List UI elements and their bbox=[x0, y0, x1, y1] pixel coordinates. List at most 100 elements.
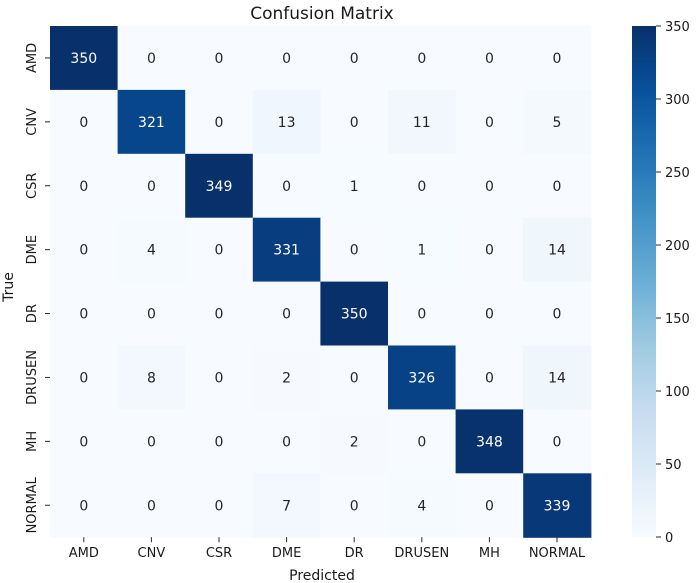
heatmap-cell bbox=[185, 217, 254, 283]
heatmap-cell bbox=[117, 89, 186, 155]
x-tick-label: DRUSEN bbox=[394, 546, 449, 561]
cell-value-label: 0 bbox=[147, 179, 156, 195]
heatmap-cell bbox=[185, 473, 254, 538]
heatmap-cell bbox=[320, 26, 389, 91]
cell-value-label: 7 bbox=[282, 498, 291, 514]
cell-value-label: 0 bbox=[485, 370, 494, 386]
heatmap-cell bbox=[252, 409, 321, 474]
cell-value-label: 0 bbox=[350, 370, 359, 386]
heatmap-cell bbox=[252, 473, 321, 538]
heatmap-cell bbox=[185, 409, 254, 474]
cell-value-label: 331 bbox=[273, 243, 300, 259]
cell-value-label: 0 bbox=[79, 307, 88, 323]
cell-value-label: 0 bbox=[553, 51, 562, 67]
cell-value-label: 0 bbox=[147, 51, 156, 67]
cell-value-label: 0 bbox=[147, 307, 156, 323]
cell-value-label: 326 bbox=[408, 370, 435, 386]
heatmap-cell bbox=[320, 153, 389, 219]
heatmap-cell bbox=[388, 473, 457, 538]
cell-value-label: 1 bbox=[417, 243, 426, 259]
heatmap-cell bbox=[185, 281, 254, 347]
y-axis-label: True bbox=[1, 272, 17, 303]
cell-value-label: 0 bbox=[417, 434, 426, 450]
y-tick-label: CNV bbox=[25, 108, 40, 136]
y-tick-label: AMD bbox=[25, 43, 40, 73]
cell-value-label: 349 bbox=[206, 179, 233, 195]
heatmap-cell bbox=[388, 217, 457, 283]
heatmap-cell bbox=[523, 473, 592, 538]
y-axis-ticks: AMD CNV CSR DME DR DRUSEN MH NORMAL bbox=[25, 43, 50, 533]
x-tick-label: AMD bbox=[69, 546, 99, 561]
x-tick-label: MH bbox=[479, 546, 500, 561]
heatmap-cell bbox=[50, 345, 119, 410]
heatmap-cell bbox=[455, 345, 524, 410]
cell-value-label: 0 bbox=[417, 179, 426, 195]
cell-value-label: 0 bbox=[350, 243, 359, 259]
cell-value-label: 0 bbox=[79, 243, 88, 259]
heatmap-cell bbox=[455, 473, 524, 538]
heatmap-cell bbox=[320, 217, 389, 283]
heatmap-cell bbox=[523, 153, 592, 219]
colorbar-ticks: 0 50 100 150 200 250 300 350 bbox=[656, 20, 690, 546]
cell-value-label: 4 bbox=[417, 498, 426, 514]
cell-value-label: 0 bbox=[215, 370, 224, 386]
heatmap-cell bbox=[320, 281, 389, 347]
cell-value-label: 0 bbox=[282, 51, 291, 67]
cell-value-label: 0 bbox=[485, 51, 494, 67]
heatmap-cell bbox=[320, 409, 389, 474]
cell-value-label: 339 bbox=[544, 498, 571, 514]
colorbar-tick-label: 300 bbox=[665, 93, 690, 108]
cell-value-label: 0 bbox=[215, 498, 224, 514]
cell-value-label: 0 bbox=[282, 434, 291, 450]
cell-value-label: 0 bbox=[282, 307, 291, 323]
heatmap-cell bbox=[388, 153, 457, 219]
colorbar: 0 50 100 150 200 250 300 350 bbox=[632, 20, 690, 546]
x-tick-label: DME bbox=[272, 546, 301, 561]
cell-value-label: 0 bbox=[79, 115, 88, 131]
cell-value-label: 1 bbox=[350, 179, 359, 195]
y-tick-label: DRUSEN bbox=[25, 350, 40, 405]
cell-value-label: 350 bbox=[341, 307, 368, 323]
heatmap-cell bbox=[252, 26, 321, 91]
cell-value-label: 0 bbox=[215, 115, 224, 131]
heatmap-cell bbox=[185, 89, 254, 155]
heatmap-value-labels: 350 0 0 0 0 0 0 0 0 321 0 13 0 11 0 5 0 0 349 0 1 0 0 0 0 4 0 331 0 1… bbox=[70, 51, 570, 514]
heatmap-cell bbox=[455, 281, 524, 347]
heatmap-cell bbox=[320, 473, 389, 538]
x-tick-label: CNV bbox=[138, 546, 166, 561]
heatmap-cell bbox=[523, 281, 592, 347]
heatmap-cell bbox=[117, 217, 186, 283]
cell-value-label: 13 bbox=[278, 115, 296, 131]
colorbar-gradient bbox=[632, 26, 656, 537]
y-tick-label: MH bbox=[25, 431, 40, 452]
heatmap-cell bbox=[455, 153, 524, 219]
heatmap-cell bbox=[320, 345, 389, 410]
cell-value-label: 2 bbox=[350, 434, 359, 450]
cell-value-label: 0 bbox=[485, 243, 494, 259]
cell-value-label: 0 bbox=[350, 115, 359, 131]
heatmap-cell bbox=[388, 89, 457, 155]
cell-value-label: 0 bbox=[215, 243, 224, 259]
cell-value-label: 0 bbox=[485, 115, 494, 131]
cell-value-label: 0 bbox=[485, 179, 494, 195]
colorbar-tick-label: 350 bbox=[665, 20, 690, 35]
heatmap-cell bbox=[50, 89, 119, 155]
heatmap-cell bbox=[50, 26, 119, 91]
x-axis-ticks: AMD CNV CSR DME DR DRUSEN MH NORMAL bbox=[69, 537, 586, 561]
heatmap-cell bbox=[50, 409, 119, 474]
colorbar-tick-label: 0 bbox=[665, 531, 673, 546]
heatmap-cell bbox=[117, 345, 186, 410]
heatmap-cell bbox=[523, 345, 592, 410]
heatmap-cell bbox=[455, 89, 524, 155]
cell-value-label: 0 bbox=[417, 51, 426, 67]
heatmap-cell bbox=[523, 89, 592, 155]
cell-value-label: 14 bbox=[548, 243, 566, 259]
cell-value-label: 0 bbox=[350, 51, 359, 67]
heatmap-cell bbox=[50, 217, 119, 283]
heatmap-cell bbox=[117, 281, 186, 347]
heatmap-cell bbox=[252, 153, 321, 219]
cell-value-label: 0 bbox=[79, 370, 88, 386]
heatmap-cells bbox=[50, 26, 592, 538]
cell-value-label: 5 bbox=[553, 115, 562, 131]
